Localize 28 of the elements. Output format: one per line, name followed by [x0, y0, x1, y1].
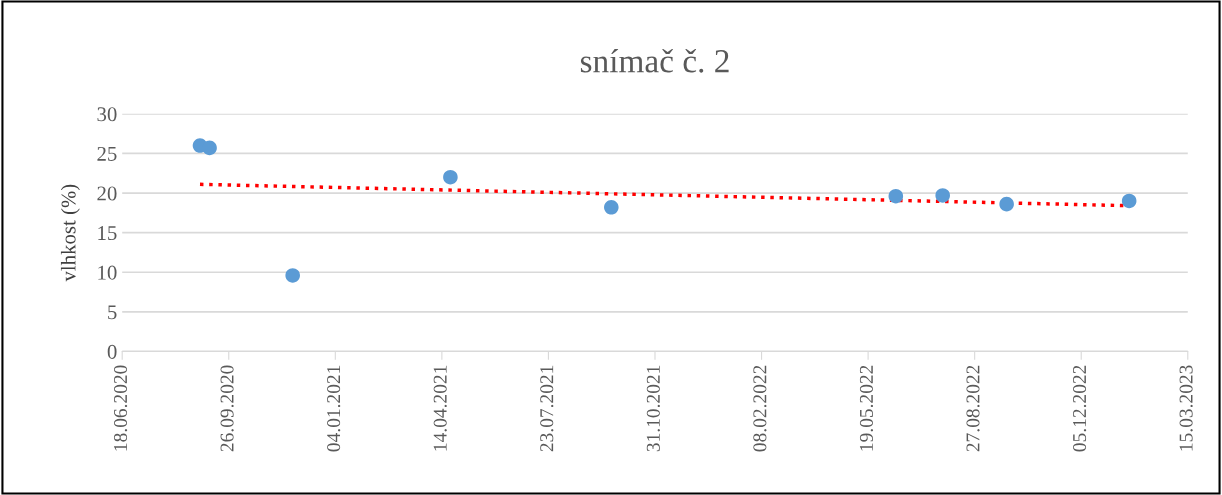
y-tick-label: 0 [107, 344, 117, 359]
chart-title: snímač č. 2 [580, 48, 729, 73]
y-axis-title: vlhkost (%) [60, 184, 80, 282]
x-tick-label: 15.03.2023 [1179, 365, 1193, 451]
point [1121, 193, 1137, 209]
x-tick-label: 18.06.2020 [113, 365, 128, 451]
x-tick-label: 04.01.2021 [327, 365, 341, 452]
point [604, 200, 619, 215]
y-tick-label: 10 [98, 265, 117, 280]
point [202, 140, 217, 156]
point [285, 268, 300, 283]
point [443, 169, 458, 185]
point [935, 188, 950, 203]
x-tick-label: 14.04.2021 [433, 365, 447, 451]
y-tick-label: 20 [97, 186, 117, 201]
point [999, 196, 1014, 212]
y-tick-label: 15 [98, 226, 117, 241]
y-tick-label: 5 [108, 305, 117, 320]
x-tick-label: 08.02.2022 [753, 365, 767, 452]
x-tick-label: 19.05.2022 [859, 365, 874, 451]
x-tick-label: 31.10.2021 [646, 365, 660, 452]
x-tick-label: 26.09.2020 [220, 365, 234, 452]
x-tick-label: 27.08.2022 [966, 365, 980, 452]
y-tick-label: 25 [97, 146, 117, 161]
x-tick-label: 23.07.2021 [540, 365, 554, 452]
y-tick-label: 30 [97, 107, 117, 122]
point [888, 188, 904, 204]
x-tick-label: 05.12.2022 [1072, 365, 1087, 452]
